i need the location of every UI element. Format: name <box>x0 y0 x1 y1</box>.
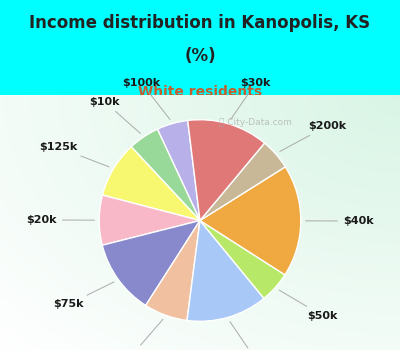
Wedge shape <box>131 129 200 220</box>
Text: ⓘ City-Data.com: ⓘ City-Data.com <box>219 118 292 127</box>
Wedge shape <box>200 143 285 220</box>
Wedge shape <box>99 195 200 245</box>
Text: $60k: $60k <box>230 322 270 350</box>
Wedge shape <box>146 220 200 321</box>
Text: $100k: $100k <box>122 78 170 119</box>
Text: $125k: $125k <box>39 142 109 167</box>
Text: $75k: $75k <box>54 282 114 309</box>
Text: $20k: $20k <box>26 215 94 225</box>
Text: $40k: $40k <box>306 216 374 226</box>
Wedge shape <box>158 120 200 220</box>
Text: Income distribution in Kanopolis, KS: Income distribution in Kanopolis, KS <box>30 14 370 32</box>
Wedge shape <box>187 220 264 321</box>
Text: White residents: White residents <box>138 85 262 99</box>
Text: $10k: $10k <box>90 97 140 133</box>
Text: $30k: $30k <box>231 78 271 120</box>
Text: (%): (%) <box>184 47 216 65</box>
Text: $50k: $50k <box>279 290 338 321</box>
Wedge shape <box>200 220 285 299</box>
Text: $200k: $200k <box>280 121 346 152</box>
Wedge shape <box>188 120 264 220</box>
Wedge shape <box>200 167 301 275</box>
Wedge shape <box>102 147 200 220</box>
Wedge shape <box>102 220 200 306</box>
Text: $150k: $150k <box>113 319 163 350</box>
